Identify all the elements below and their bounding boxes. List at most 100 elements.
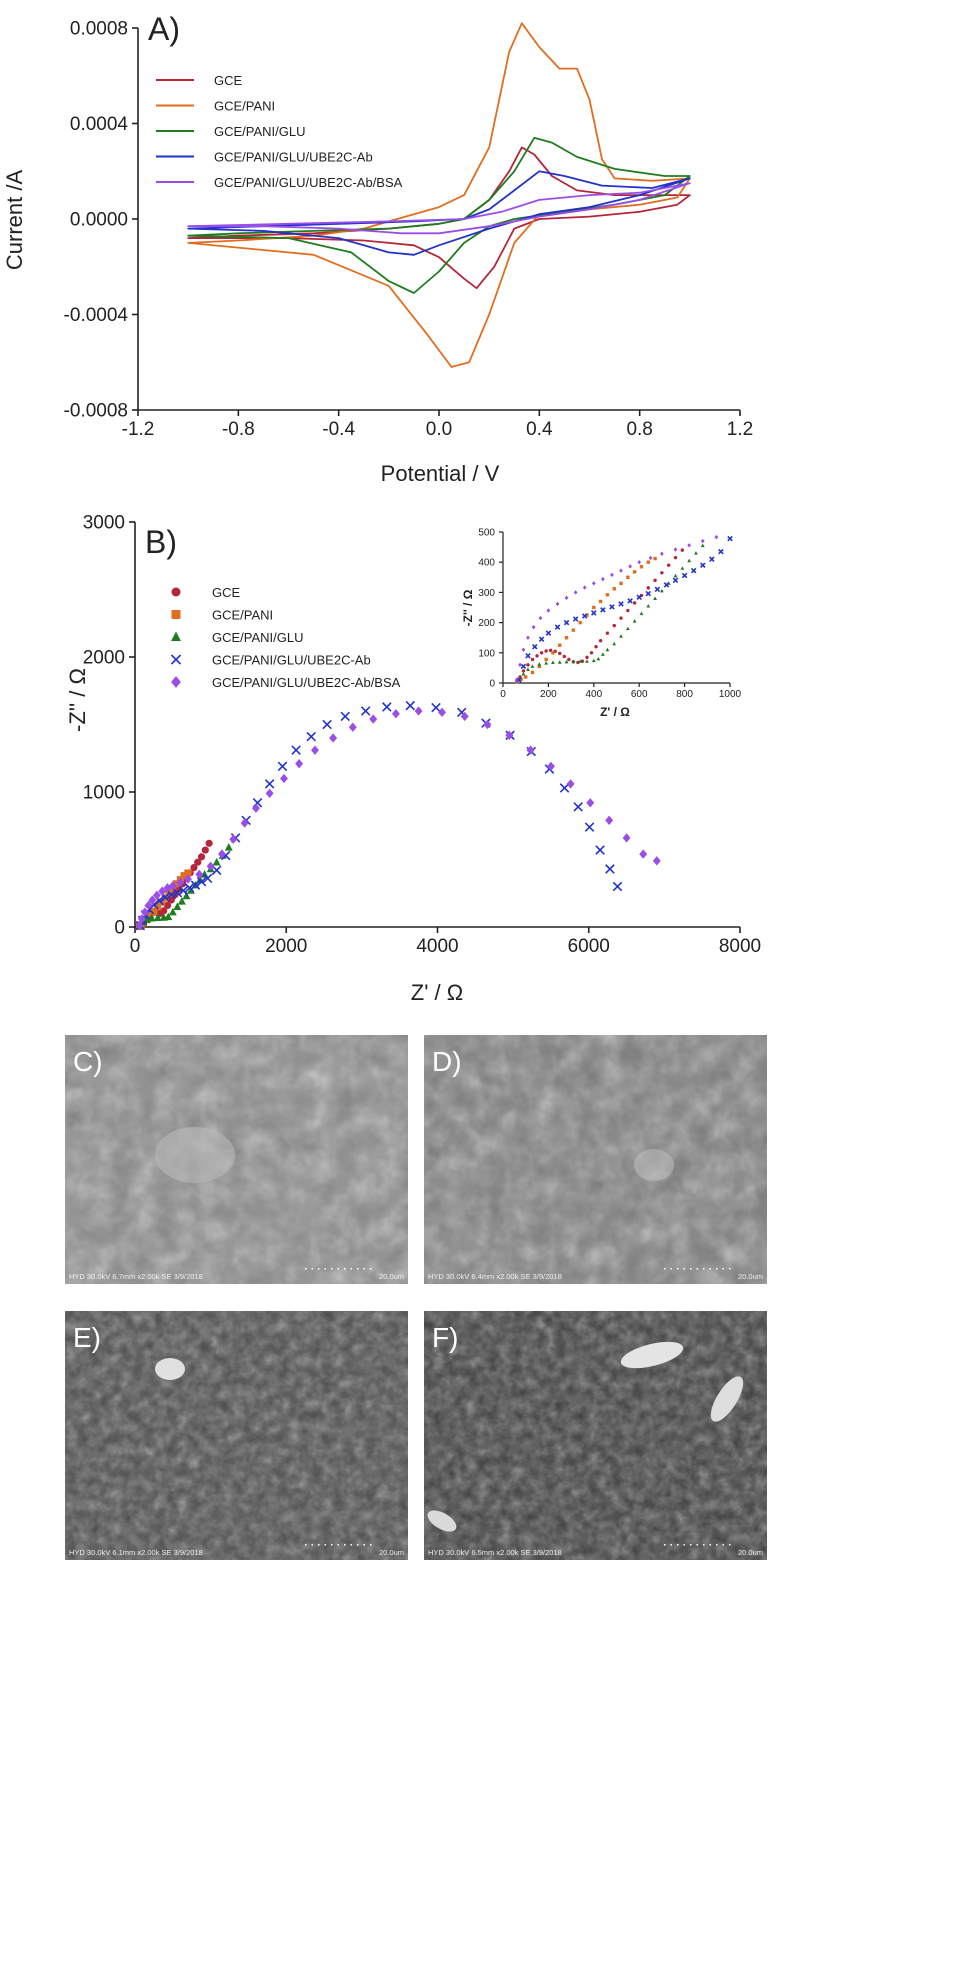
x-tick-label: 2000 bbox=[265, 936, 307, 957]
y-tick-label: 400 bbox=[478, 558, 495, 569]
data-point bbox=[164, 912, 173, 921]
inset-data-point bbox=[592, 605, 596, 610]
inset-data-point bbox=[585, 659, 589, 663]
inset-data-point bbox=[673, 547, 678, 552]
x-tick-label: -0.8 bbox=[222, 419, 255, 440]
inset-data-point bbox=[591, 581, 596, 586]
data-point bbox=[391, 709, 400, 719]
inset-data-point bbox=[601, 652, 605, 656]
inset-data-point bbox=[558, 651, 562, 656]
legend-marker bbox=[171, 676, 181, 688]
legend-label: GCE/PANI/GLU/UBE2C-Ab bbox=[214, 150, 373, 165]
data-point bbox=[197, 853, 206, 861]
inset-data-point bbox=[564, 636, 569, 640]
data-point bbox=[348, 722, 357, 732]
inset-data-point bbox=[518, 662, 522, 668]
inset-series-gce_pani bbox=[514, 556, 657, 684]
inset-data-point bbox=[663, 582, 670, 588]
sem-scale-dot bbox=[690, 1268, 692, 1270]
x-tick-label: 1000 bbox=[719, 689, 742, 700]
inset-data-point bbox=[539, 651, 544, 655]
sem-info-bar: HYD 30.0kV 6.7mm x2.00k SE 3/9/2018 bbox=[69, 1272, 203, 1281]
inset-data-point bbox=[545, 630, 552, 636]
x-tick-label: 200 bbox=[540, 689, 557, 700]
inset-data-point bbox=[626, 608, 630, 613]
inset-data-point bbox=[619, 616, 623, 620]
inset-data-point bbox=[557, 660, 562, 664]
x-tick-label: -1.2 bbox=[122, 419, 155, 440]
inset-data-point bbox=[516, 677, 522, 683]
inset-data-point bbox=[700, 543, 705, 548]
data-point bbox=[414, 706, 423, 716]
legend-label: GCE/PANI/GLU bbox=[214, 124, 306, 139]
sem-panel-e: E) HYD 30.0kV 6.1mm x2.00k SE 3/9/2018 20.… bbox=[65, 1311, 408, 1560]
inset-data-point bbox=[667, 563, 671, 567]
sem-particle bbox=[155, 1127, 235, 1183]
inset-data-point bbox=[521, 671, 526, 676]
data-point bbox=[277, 761, 288, 772]
sem-scale-label: 20.0um bbox=[738, 1272, 763, 1281]
inset-data-point bbox=[645, 590, 652, 597]
inset-series-ube2c_ab bbox=[516, 535, 733, 683]
inset-data-point bbox=[591, 658, 596, 663]
sem-texture bbox=[65, 1311, 408, 1560]
y-tick-label: 0.0004 bbox=[70, 114, 129, 135]
cv-curve-ube2c_ab_bsa bbox=[187, 182, 691, 235]
sem-scale-dot bbox=[370, 1544, 372, 1546]
inset-data-point bbox=[653, 578, 657, 583]
inset-data-point bbox=[637, 559, 642, 565]
sem-scale-dot bbox=[683, 1268, 685, 1270]
data-point bbox=[206, 861, 215, 871]
sem-scale-dot bbox=[709, 1268, 711, 1270]
inset-data-point bbox=[714, 534, 719, 540]
data-point bbox=[595, 845, 605, 855]
data-point bbox=[612, 881, 623, 892]
data-point bbox=[183, 874, 192, 884]
inset-y-axis-label: -Z'' / Ω bbox=[461, 589, 475, 626]
data-point bbox=[178, 885, 189, 896]
data-point bbox=[140, 907, 149, 917]
data-point bbox=[202, 873, 213, 884]
sem-scale-dot bbox=[729, 1544, 731, 1546]
inset-data-point bbox=[632, 570, 637, 574]
sem-particle bbox=[710, 1376, 744, 1422]
x-tick-label: -0.4 bbox=[322, 419, 355, 440]
data-point bbox=[150, 907, 158, 916]
legend-label: GCE bbox=[212, 585, 241, 600]
sem-scale-dot bbox=[305, 1544, 307, 1546]
inset-data-point bbox=[673, 573, 678, 578]
inset-series-gce_pani_glu bbox=[517, 543, 705, 682]
inset-data-point bbox=[646, 603, 651, 608]
sem-scale-dot bbox=[677, 1268, 679, 1270]
inset-data-point bbox=[578, 659, 583, 663]
sem-panel-label: E) bbox=[73, 1322, 101, 1353]
data-point bbox=[605, 864, 615, 874]
data-point bbox=[605, 815, 614, 826]
inset-data-point bbox=[680, 566, 685, 570]
data-point bbox=[152, 890, 161, 900]
inset-data-point bbox=[546, 608, 551, 613]
inset-data-point bbox=[537, 662, 542, 666]
x-tick-label: 0.8 bbox=[626, 419, 652, 440]
sem-scale-dot bbox=[324, 1544, 326, 1546]
sem-scale-dot bbox=[703, 1544, 705, 1546]
legend-label: GCE/PANI bbox=[214, 99, 275, 114]
inset-data-point bbox=[618, 601, 624, 607]
data-point bbox=[382, 702, 392, 712]
inset-data-point bbox=[653, 596, 657, 600]
inset-data-point bbox=[544, 661, 548, 665]
inset-data-point bbox=[619, 634, 623, 638]
inset-data-point bbox=[532, 643, 538, 650]
data-point bbox=[184, 869, 192, 877]
sem-scale-dot bbox=[729, 1268, 731, 1270]
eis-inset-chart: 0 200 400 600 800 1000 0 100 200 300 400 500 Z' / Ω -… bbox=[461, 528, 742, 720]
inset-data-point bbox=[598, 639, 603, 643]
inset-data-point bbox=[526, 635, 530, 640]
data-point bbox=[176, 877, 185, 888]
data-point bbox=[311, 745, 319, 755]
sem-scale-dot bbox=[344, 1268, 346, 1270]
data-point bbox=[168, 881, 177, 891]
data-point bbox=[154, 903, 162, 911]
inset-data-point bbox=[628, 564, 632, 569]
